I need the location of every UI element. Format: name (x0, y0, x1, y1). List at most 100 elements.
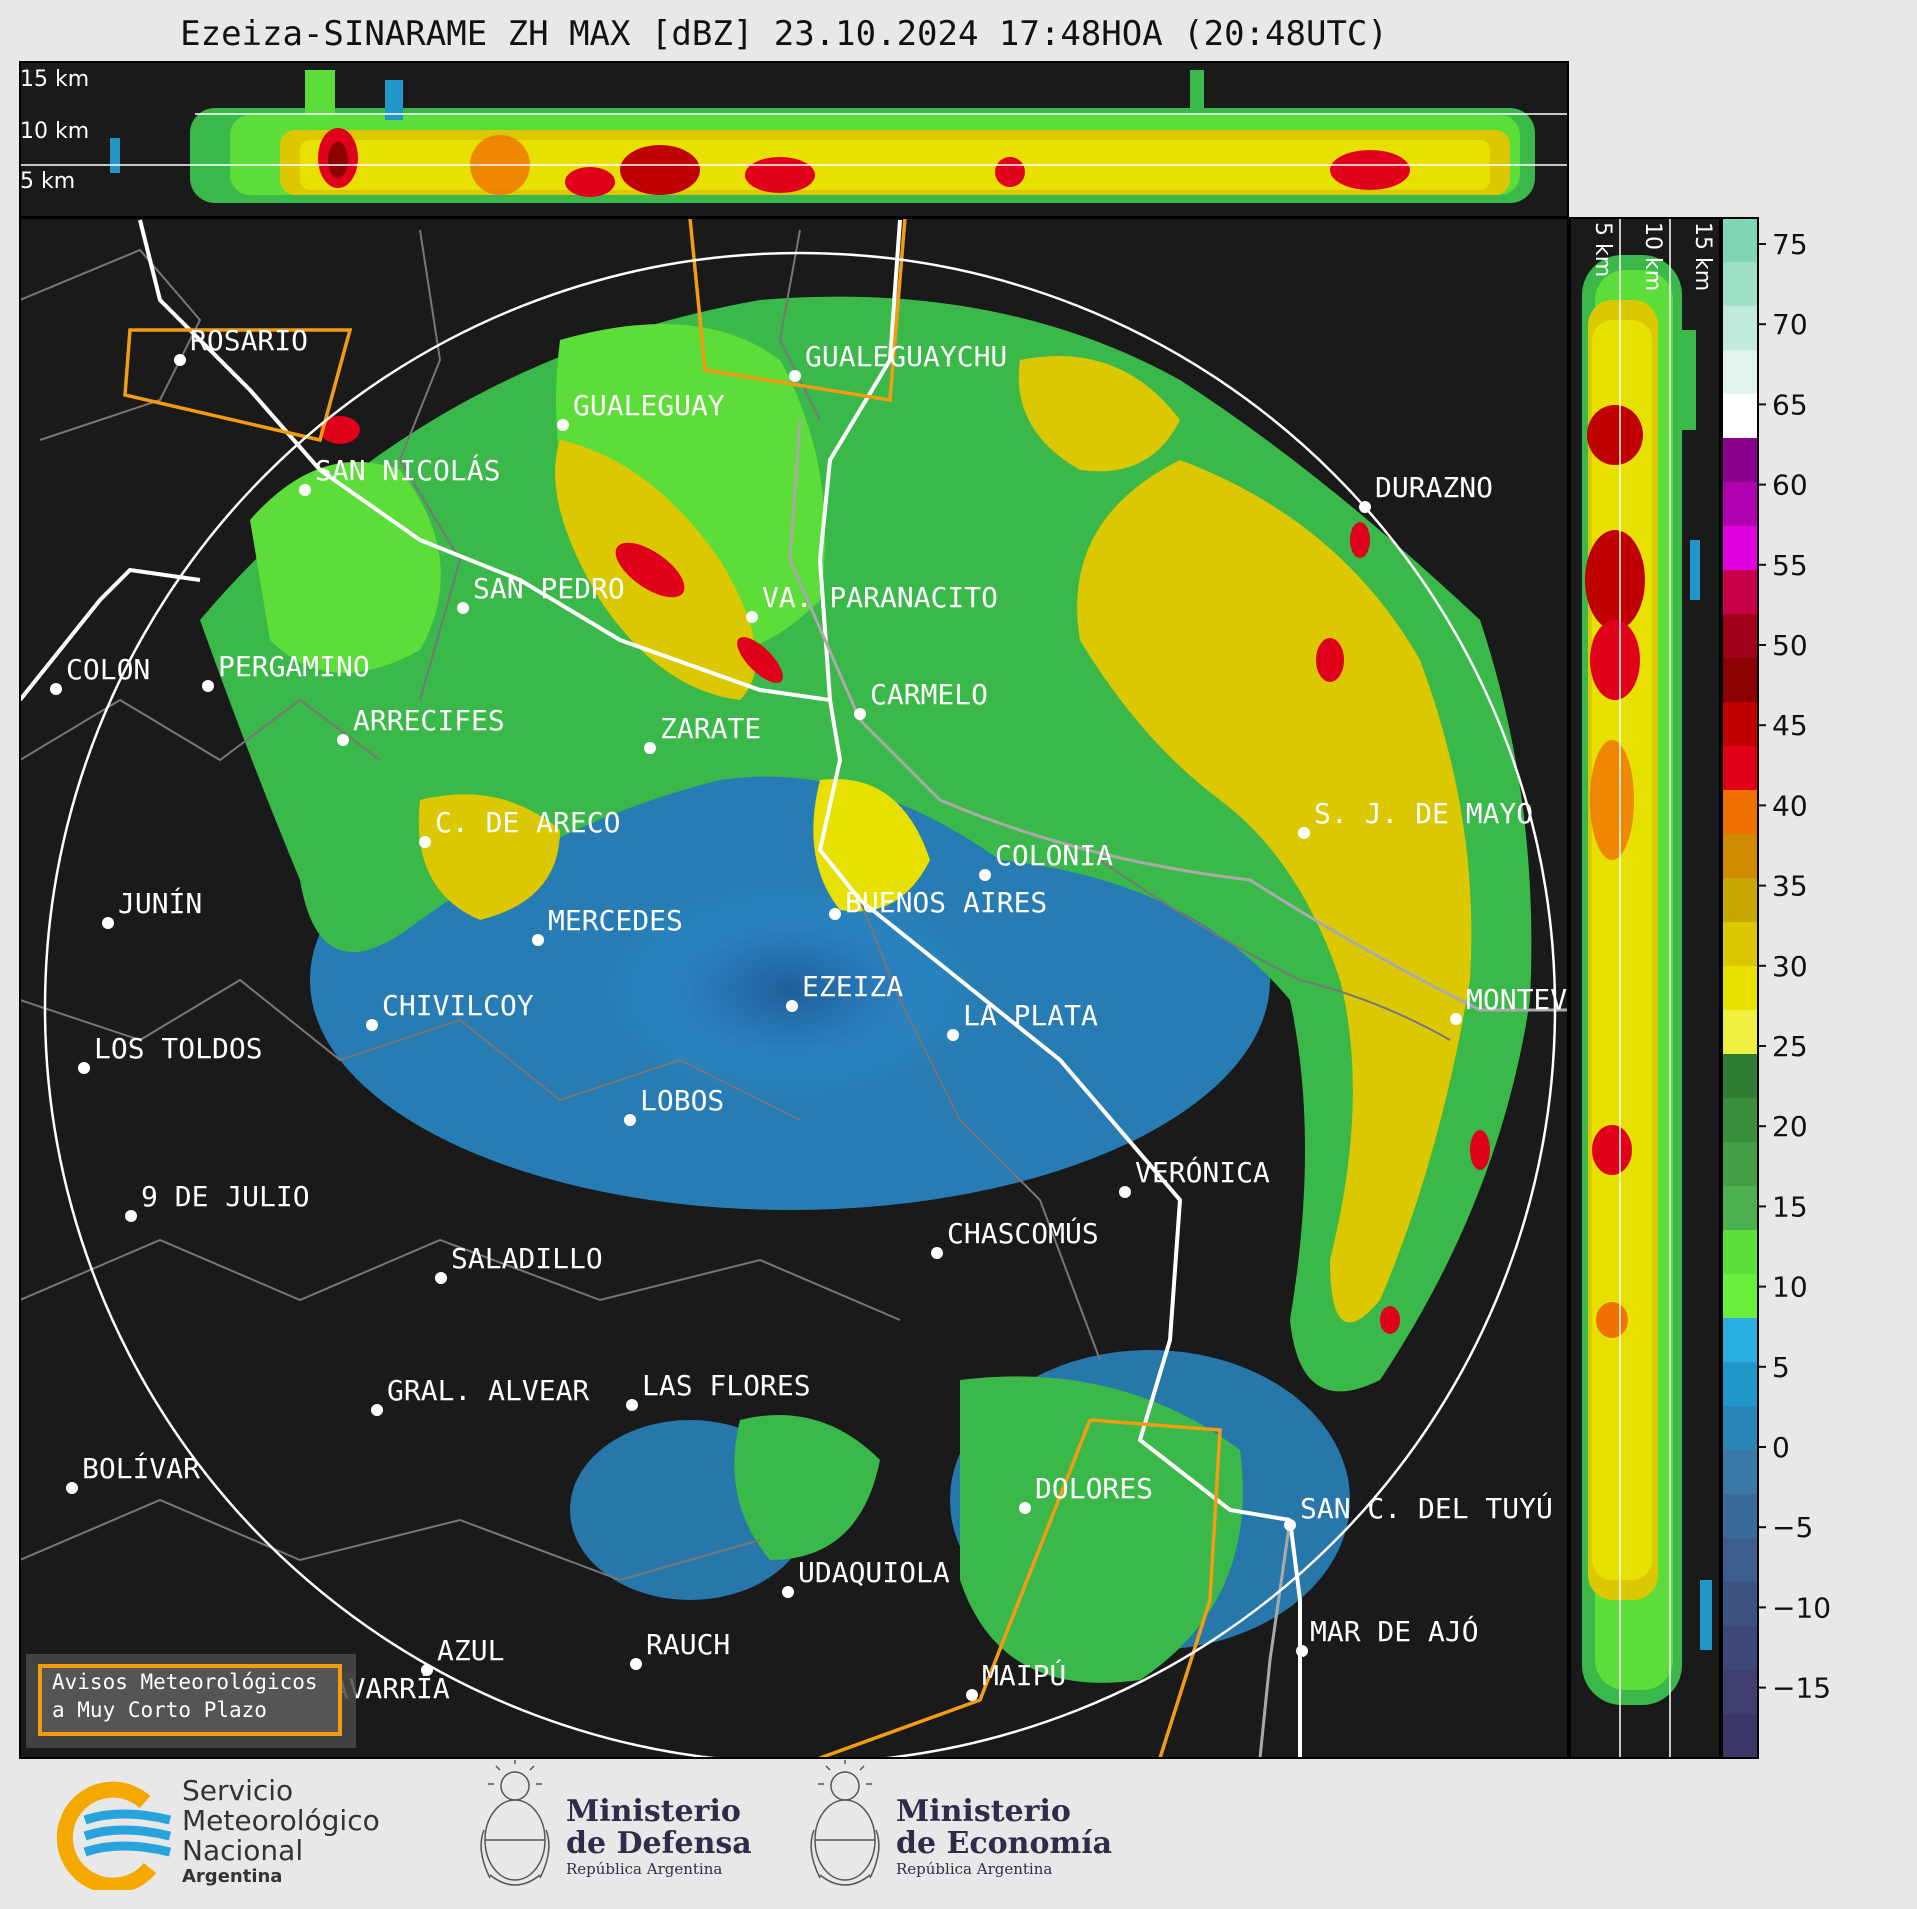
city-junin[interactable]: JUNÍN (102, 886, 202, 929)
svg-text:EZEIZA: EZEIZA (802, 970, 903, 1003)
city-carmelo[interactable]: CARMELO (854, 678, 988, 720)
svg-text:GUALEGUAYCHU: GUALEGUAYCHU (805, 340, 1007, 373)
colorbar-swatch (1722, 482, 1758, 527)
city-ezeiza[interactable]: EZEIZA (786, 970, 903, 1012)
warning-box[interactable]: Avisos Meteorológicos a Muy Corto Plazo (38, 1664, 342, 1736)
colorbar-swatch (1722, 306, 1758, 351)
city-chivilcoy[interactable]: CHIVILCOY (366, 989, 534, 1031)
defensa-logo-text: Ministerio de Defensa República Argentin… (566, 1796, 752, 1879)
colorbar-swatch (1722, 218, 1758, 263)
colorbar-tick-label: 50 (1772, 629, 1808, 662)
city-gualeguay[interactable]: GUALEGUAY (557, 389, 725, 431)
side-km-5: 5 km (1590, 222, 1615, 277)
city-montevideo[interactable]: MONTEV (1450, 983, 1567, 1025)
city-la-plata[interactable]: LA PLATA (947, 999, 1098, 1041)
city-san-nicolas[interactable]: SAN NICOLÁS (299, 453, 500, 496)
svg-text:LOS TOLDOS: LOS TOLDOS (94, 1032, 263, 1065)
city-udaquiola[interactable]: UDAQUIOLA (782, 1556, 950, 1598)
colorbar-swatch (1722, 658, 1758, 703)
colorbar-swatch (1722, 1362, 1758, 1407)
economia-line-2: de Economía (896, 1826, 1113, 1861)
city-s-j-de-mayo[interactable]: S. J. DE MAYO (1298, 797, 1533, 839)
svg-text:GUALEGUAY: GUALEGUAY (573, 389, 725, 422)
svg-text:C. DE ARECO: C. DE ARECO (435, 806, 620, 839)
colorbar-swatch (1722, 1494, 1758, 1539)
economia-logo-text: Ministerio de Economía República Argenti… (896, 1796, 1113, 1879)
argentina-coat-of-arms-icon-2 (810, 1760, 880, 1886)
economia-sub: República Argentina (896, 1860, 1053, 1878)
colorbar-tick-label: 45 (1772, 709, 1808, 742)
city-gral-alvear[interactable]: GRAL. ALVEAR (371, 1374, 589, 1416)
smn-logo-text: Servicio Meteorológico Nacional Argentin… (182, 1776, 380, 1888)
side-km-15: 15 km (1690, 222, 1715, 291)
svg-text:LOBOS: LOBOS (640, 1084, 724, 1117)
city-gualeguaychu[interactable]: GUALEGUAYCHU (789, 340, 1007, 382)
city-colon[interactable]: COLON (50, 653, 150, 695)
svg-text:SAN PEDRO: SAN PEDRO (473, 572, 625, 605)
city-san-c-del-tuyu[interactable]: SAN C. DEL TUYÚ (1284, 1491, 1553, 1531)
colorbar-tick-label: 20 (1772, 1110, 1808, 1143)
city-saladillo[interactable]: SALADILLO (435, 1242, 603, 1284)
svg-text:ROSARIO: ROSARIO (190, 324, 308, 357)
svg-text:MAR DE AJÓ: MAR DE AJÓ (1310, 1614, 1479, 1648)
city-durazno[interactable]: DURAZNO (1359, 471, 1493, 513)
colorbar-swatch (1722, 262, 1758, 307)
top-cross-section: 15 km 10 km 5 km (19, 61, 1569, 218)
city-zarate[interactable]: ZARATE (644, 712, 761, 754)
city-dolores[interactable]: DOLORES (1019, 1472, 1153, 1514)
colorbar-swatch (1722, 1714, 1758, 1759)
colorbar-swatch (1722, 1230, 1758, 1275)
city-maipu[interactable]: MAIPÚ (966, 1658, 1066, 1701)
city-rosario[interactable]: ROSARIO (174, 324, 308, 366)
colorbar-swatch (1722, 1406, 1758, 1451)
city-lobos[interactable]: LOBOS (624, 1084, 724, 1126)
svg-text:SALADILLO: SALADILLO (451, 1242, 603, 1275)
city-las-flores[interactable]: LAS FLORES (626, 1369, 811, 1411)
colorbar-swatch (1722, 394, 1758, 439)
city-chascomus[interactable]: CHASCOMÚS (931, 1216, 1099, 1259)
city-rauch[interactable]: RAUCH (630, 1628, 730, 1670)
colorbar-swatch (1722, 1054, 1758, 1099)
smn-logo-icon (56, 1781, 172, 1890)
svg-text:UDAQUIOLA: UDAQUIOLA (798, 1556, 950, 1589)
colorbar-swatch (1722, 790, 1758, 835)
city-mercedes[interactable]: MERCEDES (532, 904, 683, 946)
city-colonia[interactable]: COLONIA (979, 839, 1113, 881)
defensa-line-2: de Defensa (566, 1826, 752, 1861)
svg-text:LAS FLORES: LAS FLORES (642, 1369, 811, 1402)
colorbar-swatch (1722, 1274, 1758, 1319)
colorbar-tick-label: −15 (1772, 1672, 1831, 1705)
svg-text:BUENOS AIRES: BUENOS AIRES (845, 886, 1047, 919)
colorbar-swatch (1722, 614, 1758, 659)
smn-line-3: Nacional (182, 1834, 304, 1867)
city-azul[interactable]: AZUL (421, 1634, 504, 1676)
svg-text:MAIPÚ: MAIPÚ (982, 1658, 1066, 1692)
city-pergamino[interactable]: PERGAMINO (202, 650, 370, 692)
top-km-15: 15 km (20, 67, 89, 92)
svg-text:AZUL: AZUL (437, 1634, 504, 1667)
side-km-10: 10 km (1640, 222, 1665, 291)
city-buenos-aires[interactable]: BUENOS AIRES (829, 886, 1047, 920)
city-va-paranacito[interactable]: VA. PARANACITO (746, 581, 998, 623)
colorbar-swatch (1722, 922, 1758, 967)
smn-line-4: Argentina (182, 1866, 283, 1887)
city-markers: ROSARIO SAN NICOLÁS GUALEGUAY GUALEGUAYC… (50, 324, 1567, 1714)
svg-text:CHASCOMÚS: CHASCOMÚS (947, 1216, 1099, 1250)
city-los-toldos[interactable]: LOS TOLDOS (78, 1032, 263, 1074)
svg-text:9 DE JULIO: 9 DE JULIO (141, 1180, 310, 1213)
top-km-10: 10 km (20, 119, 89, 144)
radar-map: ROSARIO SAN NICOLÁS GUALEGUAY GUALEGUAYC… (19, 217, 1569, 1759)
city-san-pedro[interactable]: SAN PEDRO (457, 572, 625, 614)
svg-text:SAN NICOLÁS: SAN NICOLÁS (315, 453, 500, 487)
city-9-de-julio[interactable]: 9 DE JULIO (125, 1180, 310, 1222)
city-veronica[interactable]: VERÓNICA (1119, 1155, 1270, 1198)
svg-text:SAN C. DEL TUYÚ: SAN C. DEL TUYÚ (1300, 1491, 1553, 1525)
city-mar-de-ajo[interactable]: MAR DE AJÓ (1296, 1614, 1479, 1657)
city-bolivar[interactable]: BOLÍVAR (66, 1451, 200, 1494)
city-arrecifes[interactable]: ARRECIFES (337, 704, 505, 746)
svg-text:BOLÍVAR: BOLÍVAR (82, 1451, 200, 1485)
svg-text:VERÓNICA: VERÓNICA (1135, 1155, 1270, 1189)
top-km-5: 5 km (20, 169, 75, 194)
city-c-de-areco[interactable]: C. DE ARECO (419, 806, 620, 848)
colorbar-swatch (1722, 1010, 1758, 1055)
